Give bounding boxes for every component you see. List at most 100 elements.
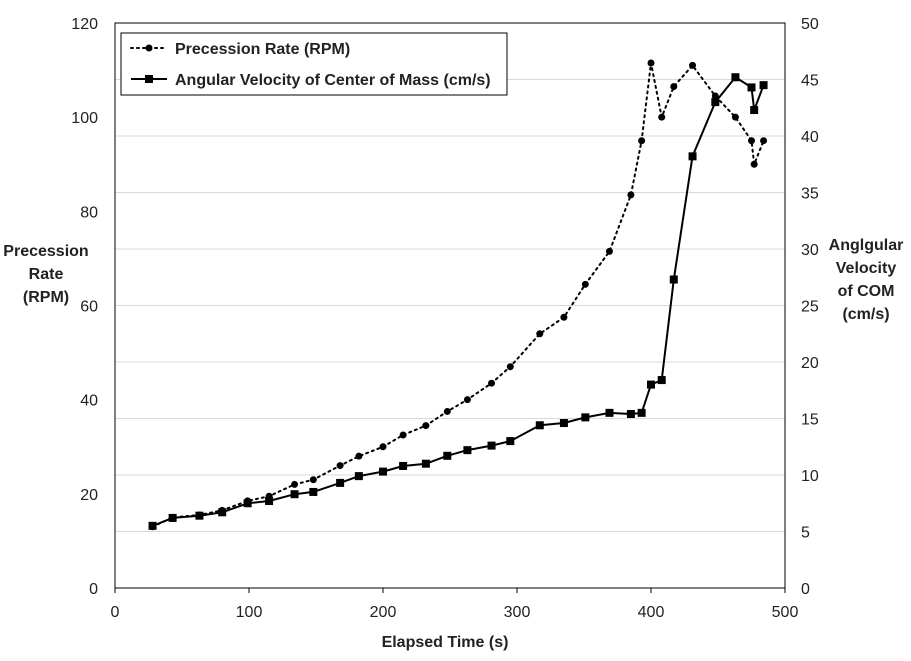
right-y-tick-label-6: 30	[801, 242, 819, 259]
left-y-axis-title-line-0: Precession	[3, 243, 88, 260]
legend-label-angular-velocity: Angular Velocity of Center of Mass (cm/s…	[175, 72, 491, 89]
left-y-tick-label-0: 0	[89, 581, 98, 598]
series-0-point-16	[506, 363, 514, 371]
series-1-point-3	[218, 508, 227, 517]
right-y-axis-title-line-1: Velocity	[836, 260, 897, 277]
series-0-point-26	[689, 61, 697, 69]
left-y-tick-label-6: 120	[71, 16, 98, 33]
series-1-point-20	[605, 408, 614, 417]
right-y-tick-label-0: 0	[801, 581, 810, 598]
left-y-axis-title-line-1: Rate	[29, 266, 64, 283]
legend-swatch-angular-marker	[145, 75, 153, 83]
series-1-point-18	[559, 419, 568, 428]
series-1-point-6	[290, 490, 299, 499]
series-1-point-8	[336, 478, 345, 487]
x-tick-label-1: 100	[236, 604, 263, 621]
legend-label-precession: Precession Rate (RPM)	[175, 41, 350, 58]
series-0-point-19	[581, 280, 589, 288]
series-1-point-26	[688, 152, 697, 161]
series-0-point-17	[536, 330, 544, 338]
left-y-tick-label-4: 80	[80, 204, 98, 221]
right-y-tick-label-5: 25	[801, 299, 819, 316]
series-0-point-27	[711, 92, 719, 100]
series-0-point-20	[605, 247, 613, 255]
series-1-point-30	[750, 106, 759, 115]
series-1-point-7	[309, 487, 318, 496]
series-0-point-7	[309, 476, 317, 484]
series-1-point-12	[421, 459, 430, 468]
left-y-tick-label-2: 40	[80, 393, 98, 410]
series-1-point-13	[443, 451, 452, 460]
x-tick-label-3: 300	[504, 604, 531, 621]
left-y-axis-ticks: 0 20 40 60 80 100 120	[71, 16, 98, 598]
right-y-axis-ticks: 0 5 10 15 20 25 30 35 40 45 50	[801, 16, 819, 598]
right-y-axis-title: Anglgular Velocity of COM (cm/s)	[829, 237, 904, 323]
series-0-point-29	[748, 137, 755, 145]
series-1-point-1	[168, 513, 177, 522]
series-1-point-15	[487, 441, 496, 450]
plot-area-border	[114, 22, 786, 589]
right-y-tick-label-3: 15	[801, 412, 819, 429]
right-y-tick-label-4: 20	[801, 355, 819, 372]
series-0-point-12	[422, 422, 430, 430]
series-1-point-4	[243, 499, 252, 508]
right-y-tick-label-8: 40	[801, 129, 819, 146]
series-0-point-10	[379, 443, 387, 451]
legend-swatch-precession-marker	[145, 44, 153, 52]
legend-item-angular-velocity: Angular Velocity of Center of Mass (cm/s…	[131, 72, 491, 89]
series-0-point-31	[760, 137, 768, 145]
right-y-axis-title-line-3: (cm/s)	[842, 306, 889, 323]
series-0-point-30	[750, 160, 758, 168]
series-1-point-31	[759, 81, 768, 90]
right-y-tick-label-2: 10	[801, 468, 819, 485]
series-0-point-22	[638, 137, 646, 145]
series-1-point-11	[399, 461, 408, 470]
series-1-point-29	[747, 83, 756, 92]
right-y-axis-title-line-2: of COM	[838, 283, 895, 300]
series-1-point-17	[535, 421, 544, 430]
x-axis-ticks: 0 100 200 300 400 500	[111, 588, 799, 621]
series-1-point-23	[647, 380, 655, 389]
legend: Precession Rate (RPM) Angular Velocity o…	[120, 32, 508, 96]
series-0-line	[151, 62, 765, 528]
x-tick-label-5: 500	[772, 604, 799, 621]
right-y-tick-label-10: 50	[801, 16, 819, 33]
series-1-point-16	[506, 437, 515, 446]
series-0-point-25	[670, 83, 678, 91]
series-0-point-6	[291, 480, 299, 488]
series-0-point-8	[336, 462, 344, 470]
series-0-point-24	[658, 113, 666, 121]
right-y-tick-label-9: 45	[801, 73, 819, 90]
legend-item-precession: Precession Rate (RPM)	[130, 41, 350, 58]
series-0-point-14	[463, 396, 471, 404]
series-1-point-28	[731, 73, 740, 82]
series-0-point-18	[560, 313, 568, 321]
series-0-point-15	[488, 379, 496, 387]
series-0-point-23	[647, 59, 655, 67]
series-0-point-11	[399, 431, 407, 439]
x-tick-label-0: 0	[111, 604, 120, 621]
series-1-point-14	[463, 446, 472, 455]
left-y-axis-title: Precession Rate (RPM)	[3, 243, 88, 306]
series-1-point-24	[657, 376, 666, 385]
left-y-tick-label-1: 20	[80, 487, 98, 504]
series-1-point-10	[379, 467, 387, 476]
series-1-point-2	[195, 511, 204, 520]
right-y-tick-label-1: 5	[801, 525, 810, 542]
series-0-point-28	[731, 113, 739, 121]
left-y-tick-label-3: 60	[80, 299, 98, 316]
series-1-point-9	[354, 472, 363, 481]
right-y-tick-label-7: 35	[801, 186, 819, 203]
series-0-point-21	[627, 191, 635, 199]
x-tick-label-4: 400	[638, 604, 665, 621]
series-1-point-19	[581, 413, 590, 422]
x-tick-label-2: 200	[370, 604, 397, 621]
x-axis-title: Elapsed Time (s)	[382, 634, 509, 651]
left-y-axis-title-line-2: (RPM)	[23, 289, 69, 306]
series-1-point-27	[711, 98, 720, 107]
legend-box	[120, 32, 508, 96]
right-y-axis-title-line-0: Anglgular	[829, 237, 904, 254]
series-1-point-5	[265, 496, 274, 505]
